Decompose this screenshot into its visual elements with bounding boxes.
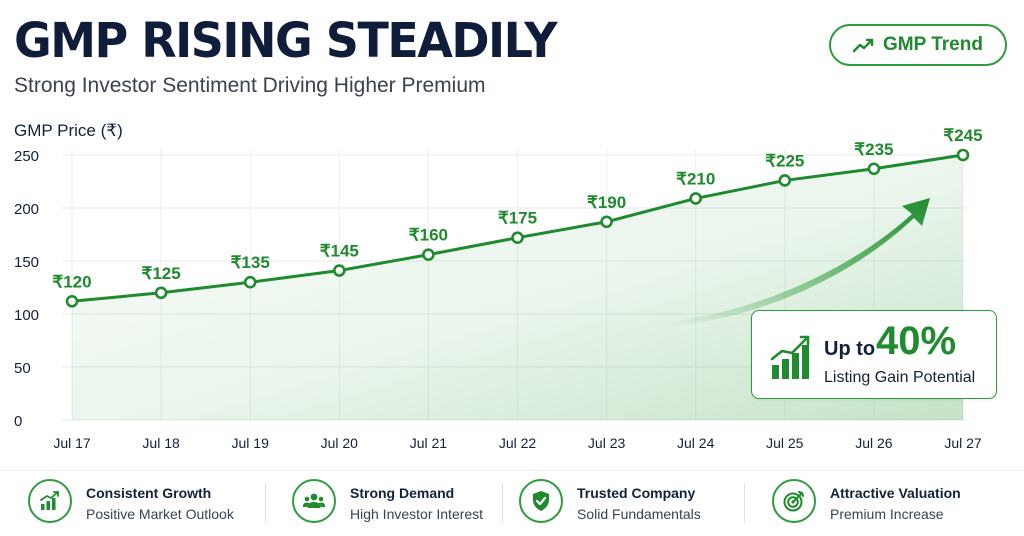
page-title: GMP RISING STEADILY <box>14 12 558 69</box>
x-tick-label: Jul 25 <box>766 435 804 451</box>
feature-subtitle: Solid Fundamentals <box>577 506 701 522</box>
listing-gain-callout: Up to 40% Listing Gain Potential <box>751 310 997 399</box>
users-icon <box>302 493 326 508</box>
feature-title: Attractive Valuation <box>830 485 961 501</box>
x-tick-label: Jul 20 <box>321 435 359 451</box>
data-point <box>778 174 792 187</box>
data-point <box>689 192 703 205</box>
y-tick-label: 100 <box>14 307 39 324</box>
x-tick-label: Jul 19 <box>232 435 270 451</box>
feature-subtitle: High Investor Interest <box>350 506 484 522</box>
growth-chart-icon <box>40 491 59 510</box>
data-label: ₹210 <box>676 169 715 188</box>
x-tick-label: Jul 27 <box>944 435 982 451</box>
data-point <box>332 264 346 277</box>
data-label: ₹175 <box>498 209 537 228</box>
area-fill <box>72 155 963 420</box>
feature-divider <box>744 483 745 523</box>
data-label: ₹135 <box>231 253 270 272</box>
data-point <box>422 248 435 261</box>
feature-strip: Consistent Growth Positive Market Outloo… <box>0 470 1024 536</box>
data-label: ₹125 <box>142 264 181 283</box>
y-tick-label: 50 <box>14 360 31 377</box>
data-point <box>956 148 970 162</box>
feature-divider <box>502 483 503 523</box>
data-point <box>867 162 881 176</box>
callout-value: 40% <box>876 319 957 363</box>
shield-check-icon <box>533 491 549 511</box>
y-tick-label: 150 <box>14 254 39 271</box>
data-label: ₹235 <box>854 140 893 159</box>
data-point <box>154 286 168 300</box>
x-tick-label: Jul 17 <box>53 435 91 451</box>
data-point <box>600 215 613 229</box>
callout-description: Listing Gain Potential <box>824 369 976 386</box>
data-label: ₹190 <box>587 193 626 212</box>
y-axis-label: GMP Price (₹) <box>14 121 123 140</box>
x-tick-label: Jul 21 <box>410 435 448 451</box>
data-label: ₹160 <box>409 226 448 245</box>
gmp-line-chart: GMP Price (₹) ₹120 ₹125 ₹135 ₹145 ₹160 ₹175 ₹1… <box>14 121 983 451</box>
feature-divider <box>265 483 266 523</box>
callout-prefix: Up to <box>824 338 876 360</box>
x-tick-label: Jul 24 <box>677 435 715 451</box>
feature-title: Trusted Company <box>577 485 696 501</box>
y-tick-label: 250 <box>14 148 39 165</box>
data-label: ₹145 <box>320 242 359 261</box>
growth-bars-icon <box>770 335 810 379</box>
y-tick-label: 200 <box>14 201 39 218</box>
data-label: ₹245 <box>943 126 982 145</box>
gmp-trend-label: GMP Trend <box>883 34 983 55</box>
data-label: ₹120 <box>52 272 91 291</box>
x-tick-label: Jul 23 <box>588 435 626 451</box>
feature-subtitle: Positive Market Outlook <box>86 506 234 522</box>
page-subtitle: Strong Investor Sentiment Driving Higher… <box>14 74 486 97</box>
gmp-trend-badge[interactable]: GMP Trend <box>829 24 1007 66</box>
data-point <box>65 294 79 308</box>
data-point <box>511 231 524 244</box>
feature-title: Consistent Growth <box>86 485 212 501</box>
feature-title: Strong Demand <box>350 485 455 501</box>
trend-up-icon <box>853 38 874 53</box>
y-tick-label: 0 <box>14 413 22 430</box>
data-label: ₹225 <box>765 151 804 170</box>
x-tick-label: Jul 22 <box>499 435 537 451</box>
feature-subtitle: Premium Increase <box>830 506 944 522</box>
target-icon <box>783 491 804 512</box>
x-tick-label: Jul 26 <box>855 435 893 451</box>
x-tick-label: Jul 18 <box>142 435 180 451</box>
data-point <box>243 275 257 289</box>
